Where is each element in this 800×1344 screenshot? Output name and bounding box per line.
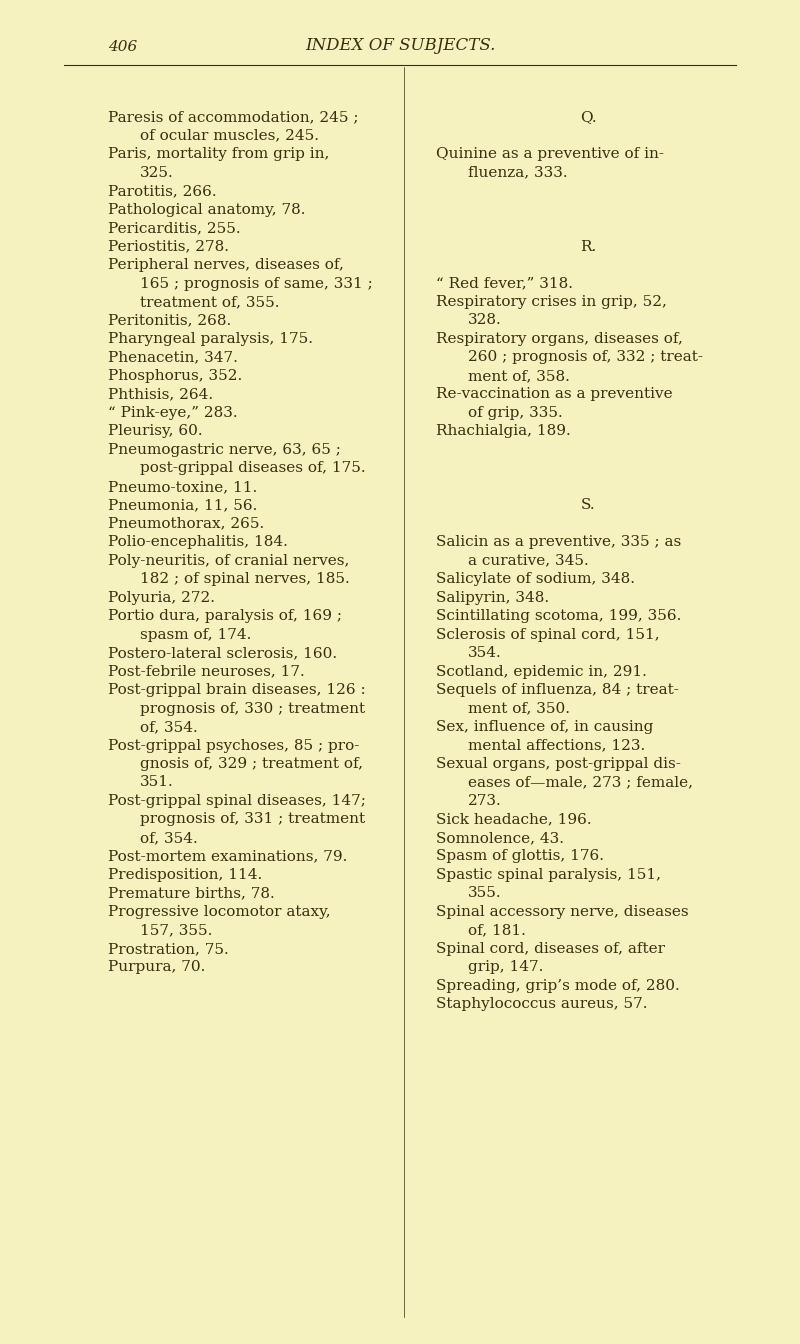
Text: Sexual organs, post-grippal dis-: Sexual organs, post-grippal dis-	[436, 757, 681, 771]
Text: Post-grippal brain diseases, 126 :: Post-grippal brain diseases, 126 :	[108, 683, 366, 698]
Text: grip, 147.: grip, 147.	[468, 960, 543, 974]
Text: Spastic spinal paralysis, 151,: Spastic spinal paralysis, 151,	[436, 868, 661, 882]
Text: Post-mortem examinations, 79.: Post-mortem examinations, 79.	[108, 849, 347, 863]
Text: Phosphorus, 352.: Phosphorus, 352.	[108, 370, 242, 383]
Text: Salicylate of sodium, 348.: Salicylate of sodium, 348.	[436, 573, 635, 586]
Text: Post-grippal psychoses, 85 ; pro-: Post-grippal psychoses, 85 ; pro-	[108, 739, 359, 753]
Text: Prostration, 75.: Prostration, 75.	[108, 942, 229, 956]
Text: Polyuria, 272.: Polyuria, 272.	[108, 591, 215, 605]
Text: prognosis of, 331 ; treatment: prognosis of, 331 ; treatment	[140, 812, 365, 827]
Text: Parotitis, 266.: Parotitis, 266.	[108, 184, 217, 198]
Text: treatment of, 355.: treatment of, 355.	[140, 296, 279, 309]
Text: mental affections, 123.: mental affections, 123.	[468, 739, 646, 753]
Text: eases of—male, 273 ; female,: eases of—male, 273 ; female,	[468, 775, 693, 789]
Text: INDEX OF SUBJECTS.: INDEX OF SUBJECTS.	[305, 36, 495, 54]
Text: gnosis of, 329 ; treatment of,: gnosis of, 329 ; treatment of,	[140, 757, 363, 771]
Text: Sclerosis of spinal cord, 151,: Sclerosis of spinal cord, 151,	[436, 628, 660, 641]
Text: Polio-encephalitis, 184.: Polio-encephalitis, 184.	[108, 535, 288, 550]
Text: 273.: 273.	[468, 794, 502, 808]
Text: Premature births, 78.: Premature births, 78.	[108, 887, 274, 900]
Text: Pneumothorax, 265.: Pneumothorax, 265.	[108, 516, 264, 531]
Text: Paris, mortality from grip in,: Paris, mortality from grip in,	[108, 146, 330, 161]
Text: Pneumo-toxine, 11.: Pneumo-toxine, 11.	[108, 480, 258, 493]
Text: Pneumogastric nerve, 63, 65 ;: Pneumogastric nerve, 63, 65 ;	[108, 442, 341, 457]
Text: ment of, 358.: ment of, 358.	[468, 370, 570, 383]
Text: Sex, influence of, in causing: Sex, influence of, in causing	[436, 720, 654, 734]
Text: Scotland, epidemic in, 291.: Scotland, epidemic in, 291.	[436, 664, 647, 679]
Text: Spinal accessory nerve, diseases: Spinal accessory nerve, diseases	[436, 905, 689, 919]
Text: R.: R.	[580, 239, 596, 254]
Text: 165 ; prognosis of same, 331 ;: 165 ; prognosis of same, 331 ;	[140, 277, 373, 290]
Text: Peripheral nerves, diseases of,: Peripheral nerves, diseases of,	[108, 258, 344, 271]
Text: of, 354.: of, 354.	[140, 720, 198, 734]
Text: 354.: 354.	[468, 646, 502, 660]
Text: of, 354.: of, 354.	[140, 831, 198, 845]
Text: Somnolence, 43.: Somnolence, 43.	[436, 831, 564, 845]
Text: Spreading, grip’s mode of, 280.: Spreading, grip’s mode of, 280.	[436, 978, 680, 993]
Text: Peritonitis, 268.: Peritonitis, 268.	[108, 313, 231, 328]
Text: S.: S.	[581, 499, 595, 512]
Text: Progressive locomotor ataxy,: Progressive locomotor ataxy,	[108, 905, 330, 919]
Text: Pathological anatomy, 78.: Pathological anatomy, 78.	[108, 203, 306, 216]
Text: Pneumonia, 11, 56.: Pneumonia, 11, 56.	[108, 499, 258, 512]
Text: Postero-lateral sclerosis, 160.: Postero-lateral sclerosis, 160.	[108, 646, 337, 660]
Text: Spasm of glottis, 176.: Spasm of glottis, 176.	[436, 849, 604, 863]
Text: Poly-neuritis, of cranial nerves,: Poly-neuritis, of cranial nerves,	[108, 554, 350, 567]
Text: Portio dura, paralysis of, 169 ;: Portio dura, paralysis of, 169 ;	[108, 609, 342, 624]
Text: of, 181.: of, 181.	[468, 923, 526, 937]
Text: Pharyngeal paralysis, 175.: Pharyngeal paralysis, 175.	[108, 332, 313, 345]
Text: Spinal cord, diseases of, after: Spinal cord, diseases of, after	[436, 942, 665, 956]
Text: Post-febrile neuroses, 17.: Post-febrile neuroses, 17.	[108, 664, 305, 679]
Text: fluenza, 333.: fluenza, 333.	[468, 165, 568, 180]
Text: Post-grippal spinal diseases, 147;: Post-grippal spinal diseases, 147;	[108, 794, 366, 808]
Text: 355.: 355.	[468, 887, 502, 900]
Text: spasm of, 174.: spasm of, 174.	[140, 628, 251, 641]
Text: Salicin as a preventive, 335 ; as: Salicin as a preventive, 335 ; as	[436, 535, 682, 550]
Text: of grip, 335.: of grip, 335.	[468, 406, 562, 419]
Text: Paresis of accommodation, 245 ;: Paresis of accommodation, 245 ;	[108, 110, 358, 124]
Text: “ Pink-eye,” 283.: “ Pink-eye,” 283.	[108, 406, 238, 419]
Text: 351.: 351.	[140, 775, 174, 789]
Text: 406: 406	[108, 40, 138, 54]
Text: Scintillating scotoma, 199, 356.: Scintillating scotoma, 199, 356.	[436, 609, 682, 624]
Text: 328.: 328.	[468, 313, 502, 328]
Text: Phthisis, 264.: Phthisis, 264.	[108, 387, 213, 402]
Text: Pericarditis, 255.: Pericarditis, 255.	[108, 220, 241, 235]
Text: “ Red fever,” 318.: “ Red fever,” 318.	[436, 277, 573, 290]
Text: post-grippal diseases of, 175.: post-grippal diseases of, 175.	[140, 461, 366, 476]
Text: 157, 355.: 157, 355.	[140, 923, 212, 937]
Text: Pleurisy, 60.: Pleurisy, 60.	[108, 425, 202, 438]
Text: a curative, 345.: a curative, 345.	[468, 554, 589, 567]
Text: Purpura, 70.: Purpura, 70.	[108, 960, 206, 974]
Text: Q.: Q.	[580, 110, 596, 124]
Text: Staphylococcus aureus, 57.: Staphylococcus aureus, 57.	[436, 997, 647, 1011]
Text: Predisposition, 114.: Predisposition, 114.	[108, 868, 262, 882]
Text: Salipyrin, 348.: Salipyrin, 348.	[436, 591, 549, 605]
Text: Respiratory organs, diseases of,: Respiratory organs, diseases of,	[436, 332, 683, 345]
Text: of ocular muscles, 245.: of ocular muscles, 245.	[140, 129, 319, 142]
Text: 182 ; of spinal nerves, 185.: 182 ; of spinal nerves, 185.	[140, 573, 350, 586]
Text: Sequels of influenza, 84 ; treat-: Sequels of influenza, 84 ; treat-	[436, 683, 679, 698]
Text: Rhachialgia, 189.: Rhachialgia, 189.	[436, 425, 570, 438]
Text: Re-vaccination as a preventive: Re-vaccination as a preventive	[436, 387, 673, 402]
Text: 260 ; prognosis of, 332 ; treat-: 260 ; prognosis of, 332 ; treat-	[468, 351, 703, 364]
Text: 325.: 325.	[140, 165, 174, 180]
Text: Periostitis, 278.: Periostitis, 278.	[108, 239, 229, 254]
Text: Sick headache, 196.: Sick headache, 196.	[436, 812, 592, 827]
Text: Phenacetin, 347.: Phenacetin, 347.	[108, 351, 238, 364]
Text: Respiratory crises in grip, 52,: Respiratory crises in grip, 52,	[436, 296, 667, 309]
Text: prognosis of, 330 ; treatment: prognosis of, 330 ; treatment	[140, 702, 365, 715]
Text: ment of, 350.: ment of, 350.	[468, 702, 570, 715]
Text: Quinine as a preventive of in-: Quinine as a preventive of in-	[436, 146, 664, 161]
